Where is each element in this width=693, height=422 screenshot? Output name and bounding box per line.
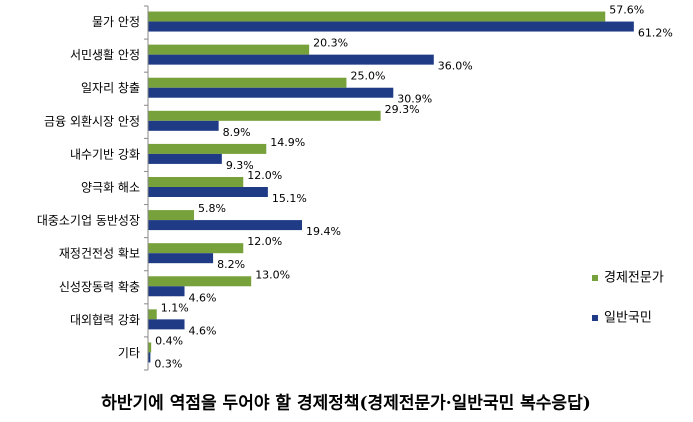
value-label: 0.4% [155,334,183,347]
bar [148,54,434,65]
value-label: 13.0% [255,268,290,281]
bar [148,220,303,231]
bar [148,342,152,353]
value-label: 14.9% [270,136,305,149]
value-label: 8.9% [223,126,251,139]
value-label: 30.9% [397,93,432,106]
bar [148,187,268,197]
value-label: 29.3% [385,103,420,116]
y-tick-label: 신성장동력 확충 [59,280,140,294]
value-label: 12.0% [247,169,282,182]
bar [148,11,606,22]
bar [148,276,252,287]
bar [148,110,381,121]
value-label: 61.2% [638,27,673,40]
bar [148,286,185,297]
bar [148,319,185,330]
legend-marker [592,275,598,281]
value-label: 25.0% [350,70,385,83]
bar [148,352,151,363]
value-label: 12.0% [247,235,282,248]
bar [148,210,195,221]
bar [148,253,214,264]
value-label: 4.6% [189,324,217,337]
value-label: 19.4% [306,225,341,238]
chart-title: 하반기에 역점을 두어야 할 경제정책(경제전문가·일반국민 복수응답) [101,394,591,414]
bar [148,309,157,320]
bar [148,120,219,131]
value-label: 5.8% [198,202,226,215]
bar [148,77,347,88]
bar [148,87,394,98]
y-tick-label: 대중소기업 동반성장 [37,214,140,228]
legend-label: 경제전문가 [604,271,664,286]
y-tick-label: 기타 [118,346,140,360]
value-label: 9.3% [226,159,254,172]
value-label: 20.3% [313,37,348,50]
y-tick-label: 대외협력 강화 [70,313,140,327]
y-tick-label: 물가 안정 [92,15,140,29]
bar [148,177,244,187]
y-tick-label: 서민생활 안정 [70,48,140,62]
y-tick-label: 재정건전성 확보 [59,247,140,261]
legend-marker [592,315,598,321]
bar [148,143,267,154]
value-label: 15.1% [272,192,307,205]
value-label: 1.1% [161,301,189,314]
bar [148,21,634,32]
value-label: 4.6% [189,291,217,304]
legend-label: 일반국민 [604,311,652,326]
value-label: 8.2% [217,258,245,271]
bar [148,243,244,254]
y-tick-label: 일자리 창출 [81,81,140,95]
value-label: 0.3% [154,357,182,370]
y-tick-label: 양극화 해소 [81,181,140,195]
bar [148,153,222,164]
y-tick-label: 금융 외환시장 안정 [44,114,140,128]
y-tick-label: 내수기반 강화 [70,147,140,161]
bar [148,44,310,55]
value-label: 36.0% [438,60,473,73]
value-label: 57.6% [609,4,644,17]
